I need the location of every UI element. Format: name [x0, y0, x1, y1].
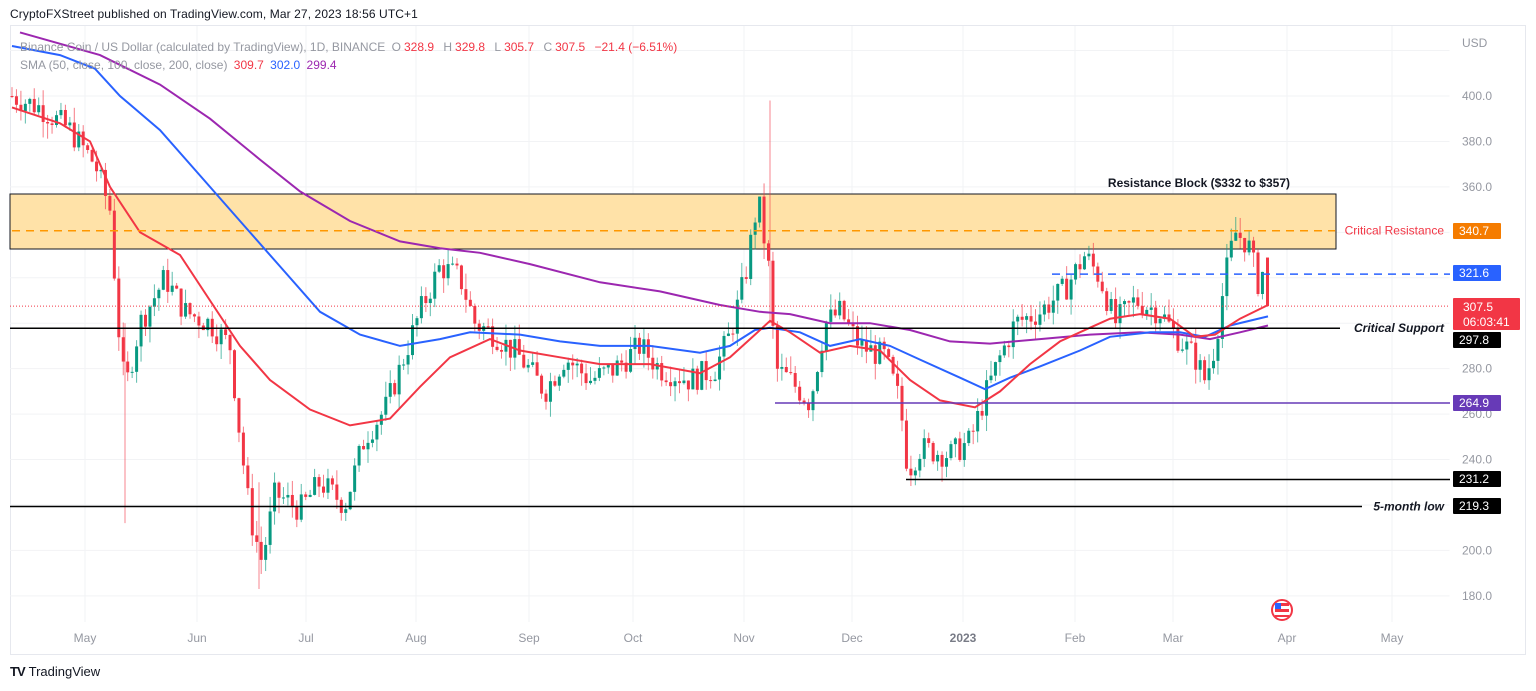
y-tick: 180.0: [1462, 589, 1492, 603]
candles: [10, 87, 1269, 590]
svg-text:321.6: 321.6: [1459, 266, 1489, 280]
critical-support-label: Critical Support: [1354, 321, 1445, 335]
price-badge: 264.9: [1453, 395, 1501, 411]
svg-text:340.7: 340.7: [1459, 224, 1489, 238]
y-tick: 400.0: [1462, 89, 1492, 103]
ma50-value: 309.7: [233, 58, 264, 72]
x-tick: Jun: [187, 631, 206, 645]
legend-symbol-row: Binance Coin / US Dollar (calculated by …: [20, 38, 680, 56]
ma200-value: 299.4: [306, 58, 337, 72]
svg-text:219.3: 219.3: [1459, 499, 1489, 513]
svg-text:297.8: 297.8: [1459, 333, 1489, 347]
chart-legend: Binance Coin / US Dollar (calculated by …: [20, 38, 680, 74]
ma100-value: 302.0: [270, 58, 301, 72]
x-tick: 2023: [950, 631, 977, 645]
gridlines: [10, 26, 1451, 654]
currency-label: USD: [1462, 36, 1488, 50]
resistance-block-label: Resistance Block ($332 to $357): [1108, 176, 1290, 190]
price-badge: 321.6: [1453, 265, 1501, 281]
us-flag-event-icon: [1271, 599, 1293, 621]
legend-ma-row: SMA (50, close, 100, close, 200, close) …: [20, 56, 680, 74]
svg-text:06:03:41: 06:03:41: [1463, 315, 1510, 329]
svg-text:231.2: 231.2: [1459, 472, 1489, 486]
x-tick: Aug: [405, 631, 426, 645]
tradingview-logo[interactable]: TV TradingView: [10, 664, 100, 679]
y-tick: 380.0: [1462, 134, 1492, 148]
resistance-block[interactable]: [9, 193, 1337, 250]
svg-text:307.5: 307.5: [1463, 300, 1493, 314]
x-tick: Nov: [733, 631, 754, 645]
x-tick: May: [1381, 631, 1404, 645]
y-tick: 240.0: [1462, 453, 1492, 467]
y-tick: 280.0: [1462, 362, 1492, 376]
annotations: Resistance Block ($332 to $357) Critical …: [10, 176, 1450, 514]
svg-text:264.9: 264.9: [1459, 396, 1489, 410]
x-tick: Sep: [518, 631, 540, 645]
sma100-line: [11, 45, 1269, 391]
price-badge: 297.8: [1453, 332, 1501, 348]
current-price-badge: 307.506:03:41: [1453, 298, 1520, 330]
price-change: −21.4 (−6.51%): [594, 40, 678, 54]
sma200-line: [19, 31, 1269, 345]
tradingview-mark-icon: TV: [10, 664, 26, 679]
y-tick: 200.0: [1462, 543, 1492, 557]
critical-resistance-label: Critical Resistance: [1345, 224, 1445, 238]
symbol-description: Binance Coin / US Dollar (calculated by …: [20, 40, 386, 54]
ohlc-close: C 307.5: [543, 40, 586, 54]
five-month-low-label: 5-month low: [1373, 500, 1444, 514]
moving-averages: [11, 31, 1269, 427]
chart-frame: [10, 25, 1526, 655]
ma-title: SMA (50, close, 100, close, 200, close): [20, 58, 228, 72]
price-badge: 219.3: [1453, 498, 1501, 514]
x-tick: Mar: [1163, 631, 1184, 645]
x-tick: Oct: [624, 631, 643, 645]
y-tick: 360.0: [1462, 180, 1492, 194]
publisher-caption: CryptoFXStreet published on TradingView.…: [10, 7, 418, 21]
x-tick: Feb: [1065, 631, 1086, 645]
x-tick: Apr: [1278, 631, 1297, 645]
price-badge: 340.7: [1453, 223, 1501, 239]
price-axis: USD180.0200.0240.0260.0280.0360.0380.040…: [74, 36, 1520, 645]
sma50-line: [11, 106, 1269, 427]
ohlc-high: H 329.8: [443, 40, 486, 54]
ohlc-open: O 328.9: [391, 40, 434, 54]
tradingview-brand: TradingView: [28, 664, 101, 679]
x-tick: May: [74, 631, 97, 645]
x-tick: Dec: [841, 631, 862, 645]
price-badge: 231.2: [1453, 471, 1501, 487]
x-tick: Jul: [298, 631, 313, 645]
ohlc-low: L 305.7: [494, 40, 535, 54]
